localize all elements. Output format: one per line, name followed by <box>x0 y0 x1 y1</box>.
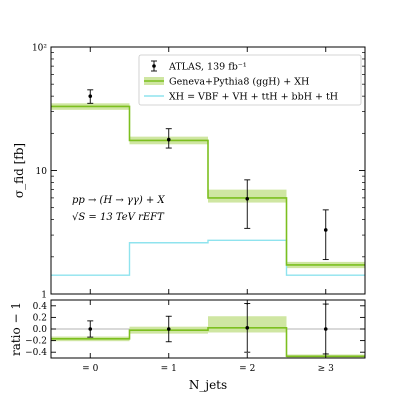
bottom-ytick-label-4: −0.4 <box>25 348 47 358</box>
legend-atlas-marker <box>152 64 156 68</box>
atlas-point-0 <box>88 94 93 98</box>
bottom-ytick-label-2: 0.0 <box>33 325 48 335</box>
annotation-energy: √S = 13 TeV rEFT <box>72 212 165 223</box>
ratio-point-0 <box>88 327 93 331</box>
xlabel: N_jets <box>189 378 227 392</box>
xtick-label-2: = 2 <box>239 364 255 374</box>
top-ylabel: σ_fid [fb] <box>12 143 26 198</box>
bottom-ytick-label-0: 0.4 <box>33 302 48 312</box>
ratio-point-1 <box>166 327 171 331</box>
bottom-ytick-label-3: −0.2 <box>25 337 47 347</box>
atlas-point-3 <box>323 228 328 232</box>
annotation-process: pp → (H → γγ) + X <box>72 195 165 206</box>
atlas-point-2 <box>245 196 250 201</box>
xtick-label-3: ≥ 3 <box>318 364 334 374</box>
bottom-ytick-label-1: 0.2 <box>33 313 47 323</box>
top-ytick-label-0: 1 <box>41 291 47 301</box>
xtick-label-1: = 1 <box>161 364 177 374</box>
legend-label-xh: XH = VBF + VH + ttH + bbH + tH <box>169 92 338 103</box>
top-plot-area <box>51 89 365 276</box>
bottom-plot-area <box>51 303 365 358</box>
geneva-step-line <box>51 105 365 266</box>
ratio-step-line <box>51 327 365 358</box>
legend-label-atlas: ATLAS, 139 fb⁻¹ <box>168 62 247 73</box>
legend-box <box>138 54 362 106</box>
bottom-ylabel: ratio − 1 <box>9 302 23 356</box>
xtick-label-0: = 0 <box>82 364 98 374</box>
legend-label-geneva: Geneva+Pythia8 (ggH) + XH <box>169 77 309 88</box>
top-ytick-label-1: 10 <box>36 167 48 177</box>
atlas-point-1 <box>166 137 171 142</box>
top-ytick-label-2: 10² <box>32 44 47 54</box>
ratio-point-2 <box>245 326 250 330</box>
ratio-point-3 <box>323 327 328 331</box>
xh-step-line <box>51 239 365 276</box>
